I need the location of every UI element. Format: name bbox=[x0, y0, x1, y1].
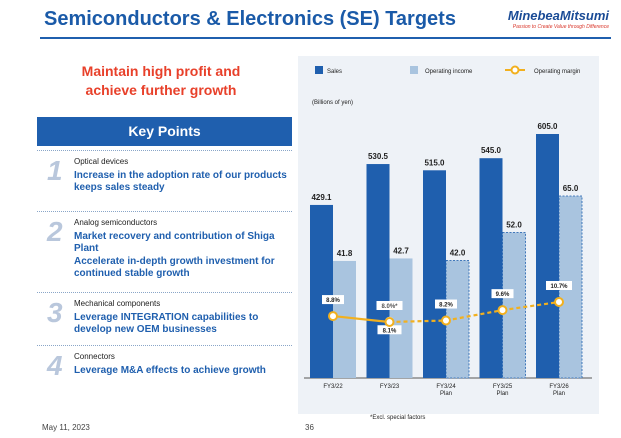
key-point-body: Leverage M&A effects to achieve growth bbox=[74, 365, 289, 378]
legend-label-sales: Sales bbox=[327, 69, 342, 75]
key-point-line: Accelerate in-depth growth investment fo… bbox=[74, 256, 275, 279]
x-tick-label: FY3/23 bbox=[380, 384, 400, 390]
chart-footnote: *Excl. special factors bbox=[370, 415, 425, 421]
bar-operating-income bbox=[389, 258, 413, 378]
key-point-3: 3 Mechanical components Leverage INTEGRA… bbox=[37, 292, 292, 345]
legend-swatch-sales bbox=[315, 66, 323, 74]
headline-line-2: achieve further growth bbox=[85, 82, 237, 98]
data-label-sales: 605.0 bbox=[537, 122, 558, 131]
bar-sales bbox=[310, 204, 333, 378]
x-tick-label: FY3/22 bbox=[323, 384, 343, 390]
title-divider bbox=[40, 37, 611, 39]
operating-margin-marker bbox=[554, 297, 564, 307]
operating-margin-marker bbox=[384, 317, 395, 327]
data-label-operating-income: 42.7 bbox=[393, 246, 409, 255]
key-point-body: Increase in the adoption rate of our pro… bbox=[74, 170, 289, 195]
operating-margin-segment bbox=[389, 319, 447, 324]
operating-margin-marker bbox=[441, 315, 451, 326]
bar-sales bbox=[366, 164, 390, 378]
key-point-number: 4 bbox=[47, 350, 63, 381]
data-label-bg bbox=[435, 299, 457, 309]
key-point-line: Increase in the adoption rate of our pro… bbox=[74, 170, 287, 193]
x-tick-label: FY3/26 bbox=[549, 384, 569, 390]
data-label-operating-income: 41.8 bbox=[337, 249, 353, 258]
data-label-operating-margin: 10.7% bbox=[550, 284, 568, 290]
operating-margin-segment bbox=[502, 300, 560, 312]
legend-label-operating-margin: Operating margin bbox=[534, 69, 580, 75]
data-label-bg bbox=[322, 295, 344, 305]
x-tick-label: FY3/25 bbox=[493, 384, 513, 390]
bar-operating-income bbox=[333, 260, 356, 378]
data-label-sales: 429.1 bbox=[311, 193, 332, 202]
legend-label-operating-income: Operating income bbox=[425, 69, 473, 75]
page-title: Semiconductors & Electronics (SE) Target… bbox=[44, 8, 456, 30]
data-label-bg bbox=[491, 289, 514, 299]
x-tick-label: FY3/24 bbox=[436, 384, 456, 390]
key-point-heading: Optical devices bbox=[74, 157, 129, 166]
key-point-body: Leverage INTEGRATION capabilities to dev… bbox=[74, 312, 289, 337]
x-tick-label: Plan bbox=[440, 391, 452, 397]
data-label-bg bbox=[376, 301, 403, 310]
operating-margin-marker bbox=[497, 305, 508, 316]
key-point-1: 1 Optical devices Increase in the adopti… bbox=[37, 150, 292, 207]
data-label-operating-income: 42.0 bbox=[450, 248, 466, 257]
data-label-operating-margin: 8.8% bbox=[326, 298, 340, 304]
bar-operating-income bbox=[502, 231, 526, 379]
key-point-line: Leverage INTEGRATION capabilities to dev… bbox=[74, 312, 259, 335]
company-logo: MinebeaMitsumi Passion to Create Value t… bbox=[508, 8, 609, 30]
data-label-operating-margin-reported: 8.1% bbox=[383, 328, 397, 334]
key-point-number: 2 bbox=[47, 216, 63, 247]
operating-margin-segment bbox=[332, 314, 390, 324]
bar-sales bbox=[479, 158, 503, 378]
page-number: 36 bbox=[305, 423, 314, 432]
key-point-line: Leverage M&A effects to achieve growth bbox=[74, 365, 266, 376]
data-label-bg bbox=[546, 281, 572, 290]
key-point-number: 3 bbox=[47, 297, 63, 328]
data-label-sales: 530.5 bbox=[368, 152, 389, 161]
headline: Maintain high profit and achieve further… bbox=[30, 62, 292, 100]
data-label-operating-margin: 8.0%* bbox=[381, 304, 398, 310]
data-label-bg bbox=[377, 325, 402, 335]
bar-sales bbox=[536, 134, 559, 378]
bar-sales bbox=[423, 170, 446, 378]
key-point-heading: Mechanical components bbox=[74, 299, 161, 308]
x-tick-label: Plan bbox=[553, 391, 565, 397]
data-label-operating-income: 65.0 bbox=[563, 184, 579, 193]
x-tick-label: Plan bbox=[496, 391, 508, 397]
key-point-2: 2 Analog semiconductors Market recovery … bbox=[37, 211, 292, 292]
footer-date: May 11, 2023 bbox=[42, 423, 90, 432]
key-points-header: Key Points bbox=[37, 117, 292, 146]
headline-line-1: Maintain high profit and bbox=[81, 63, 241, 79]
data-label-sales: 545.0 bbox=[481, 146, 502, 155]
logo-name: MinebeaMitsumi bbox=[507, 8, 609, 23]
key-point-4: 4 Connectors Leverage M&A effects to ach… bbox=[37, 345, 292, 398]
operating-margin-segment bbox=[445, 309, 503, 322]
key-point-number: 1 bbox=[47, 155, 63, 186]
legend-swatch-operating-income bbox=[410, 66, 418, 74]
key-point-heading: Connectors bbox=[74, 352, 115, 361]
key-point-heading: Analog semiconductors bbox=[74, 218, 158, 227]
data-label-operating-income: 52.0 bbox=[506, 220, 522, 229]
operating-margin-marker bbox=[328, 311, 338, 322]
data-label-sales: 515.0 bbox=[424, 158, 445, 167]
legend-marker-operating-margin bbox=[510, 65, 520, 75]
data-label-operating-margin: 8.2% bbox=[439, 303, 453, 309]
unit-label: (Billions of yen) bbox=[312, 100, 353, 106]
data-label-operating-margin: 9.6% bbox=[496, 292, 510, 298]
key-point-line: Market recovery and contribution of Shig… bbox=[74, 231, 275, 254]
logo-tagline: Passion to Create Value through Differen… bbox=[512, 24, 609, 30]
key-point-body: Market recovery and contribution of Shig… bbox=[74, 231, 289, 281]
